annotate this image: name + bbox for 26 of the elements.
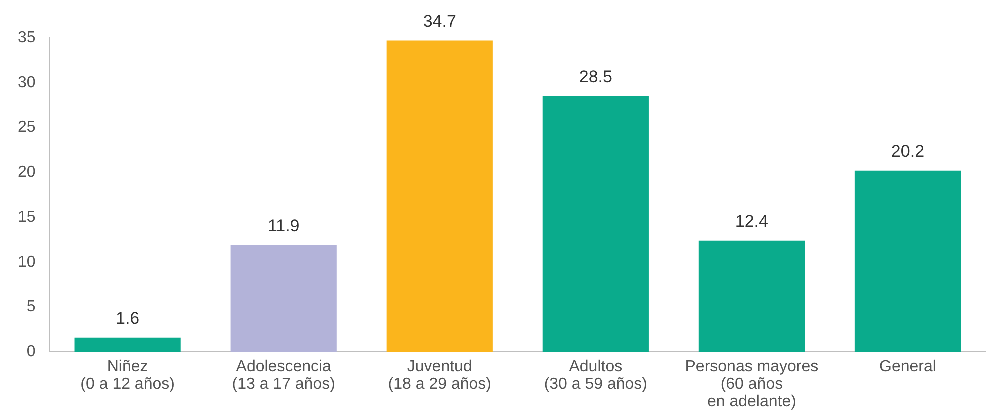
- data-label: 1.6: [116, 309, 140, 328]
- x-tick-label: Personas mayores (60 años en adelante): [685, 358, 819, 411]
- x-tick-label: Niñez (0 a 12 años): [80, 358, 175, 394]
- x-tick-label: Juventud (18 a 29 años): [388, 358, 492, 394]
- data-label: 11.9: [268, 216, 300, 236]
- y-tick-label: 35: [18, 29, 36, 46]
- x-tick-label: Adultos (30 a 59 años): [544, 358, 648, 394]
- bar: [854, 170, 962, 352]
- bar: [542, 96, 649, 352]
- y-tick-label: 25: [18, 119, 36, 136]
- bar: [230, 245, 337, 352]
- data-label: 34.7: [423, 12, 456, 31]
- y-tick-label: 20: [18, 164, 36, 182]
- bar: [698, 240, 805, 352]
- bar: [386, 40, 493, 352]
- x-tick-label: Adolescencia (13 a 17 años): [232, 358, 336, 394]
- data-label: 28.5: [579, 68, 612, 87]
- data-label: 20.2: [891, 142, 925, 162]
- y-tick-label: 30: [18, 74, 36, 92]
- data-label: 12.4: [735, 212, 768, 232]
- y-tick-label: 10: [18, 254, 36, 271]
- bar: [74, 338, 181, 352]
- x-tick-label: General: [880, 358, 936, 376]
- y-tick-label: 15: [18, 208, 36, 226]
- y-tick-label: 5: [26, 298, 36, 316]
- y-tick-label: 0: [26, 344, 36, 361]
